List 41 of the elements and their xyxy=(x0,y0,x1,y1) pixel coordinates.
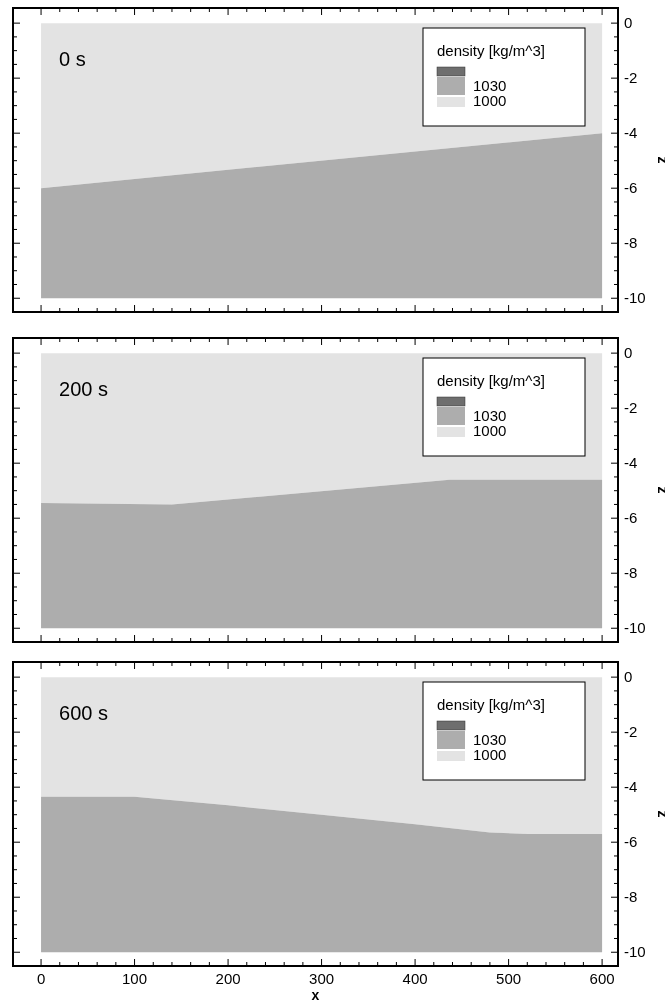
legend-label: 1030 xyxy=(473,77,507,94)
legend-label: 1000 xyxy=(473,422,507,439)
legend-title: density [kg/m^3] xyxy=(437,696,545,713)
y-tick-label: -2 xyxy=(624,69,638,87)
x-axis-title: x xyxy=(311,987,320,1003)
text: 200 s xyxy=(59,378,108,400)
y-tick-label: -4 xyxy=(624,124,638,142)
y-tick-label: -10 xyxy=(624,943,646,961)
y-tick-label: -8 xyxy=(624,564,638,582)
y-axis-title: z xyxy=(655,810,665,818)
y-tick-label: -8 xyxy=(624,888,638,906)
y-tick-label: -10 xyxy=(624,619,646,637)
y-tick-label: -8 xyxy=(624,234,638,252)
legend-label: 1030 xyxy=(473,407,507,424)
x-tick-label: 400 xyxy=(402,970,428,987)
y-tick-label: -6 xyxy=(624,179,638,197)
y-tick-label: -4 xyxy=(624,778,638,796)
y-axis-title: z xyxy=(655,486,665,494)
y-tick-label: -2 xyxy=(624,723,638,741)
y-tick-label: -6 xyxy=(624,833,638,851)
legend-title: density [kg/m^3] xyxy=(437,42,545,59)
legend-label: 1000 xyxy=(473,92,507,109)
text: 0 s xyxy=(59,48,86,70)
x-tick-label: 300 xyxy=(309,970,335,987)
y-tick-label: 0 xyxy=(624,14,633,32)
x-tick-label: 500 xyxy=(496,970,522,987)
x-tick-label: 100 xyxy=(122,970,148,987)
y-tick-label: 0 xyxy=(624,344,633,362)
y-tick-label: -4 xyxy=(624,454,638,472)
y-tick-label: -6 xyxy=(624,509,638,527)
legend-label: 1000 xyxy=(473,746,507,763)
x-tick-label: 600 xyxy=(589,970,615,987)
x-tick-label: 200 xyxy=(215,970,241,987)
y-tick-label: -10 xyxy=(624,289,646,307)
y-tick-label: 0 xyxy=(624,668,633,686)
x-tick-label: 0 xyxy=(36,970,46,987)
legend-title: density [kg/m^3] xyxy=(437,372,545,389)
y-tick-label: -2 xyxy=(624,399,638,417)
legend-label: 1030 xyxy=(473,731,507,748)
y-axis-title: z xyxy=(655,156,665,164)
text: 600 s xyxy=(59,702,108,724)
